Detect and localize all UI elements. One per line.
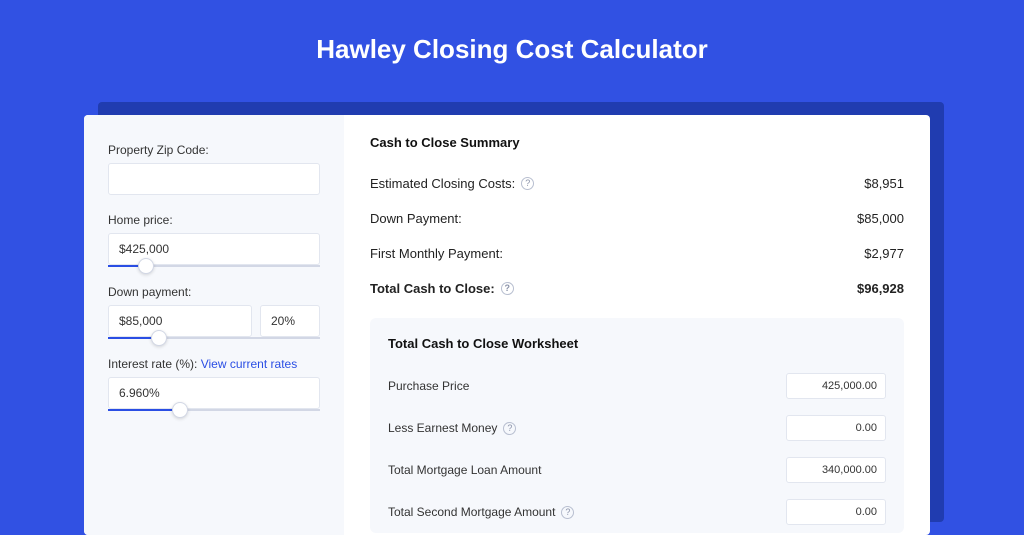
zip-label: Property Zip Code:: [108, 143, 320, 157]
help-icon[interactable]: ?: [501, 282, 514, 295]
worksheet-row-input[interactable]: [786, 457, 886, 483]
view-rates-link[interactable]: View current rates: [201, 357, 298, 371]
interest-rate-group: Interest rate (%): View current rates: [108, 357, 320, 411]
home-price-slider[interactable]: [108, 265, 320, 267]
down-payment-pct-input[interactable]: [260, 305, 320, 337]
zip-group: Property Zip Code:: [108, 143, 320, 195]
home-price-group: Home price:: [108, 213, 320, 267]
interest-rate-label: Interest rate (%): View current rates: [108, 357, 320, 371]
inputs-panel: Property Zip Code: Home price: Down paym…: [84, 115, 344, 535]
worksheet-title: Total Cash to Close Worksheet: [388, 336, 886, 351]
summary-total-value: $96,928: [857, 281, 904, 296]
worksheet-row: Total Mortgage Loan Amount: [388, 449, 886, 491]
zip-input[interactable]: [108, 163, 320, 195]
worksheet-row-input[interactable]: [786, 373, 886, 399]
calculator-card: Property Zip Code: Home price: Down paym…: [84, 115, 930, 535]
worksheet-row: Less Earnest Money?: [388, 407, 886, 449]
summary-row-value: $2,977: [864, 246, 904, 261]
summary-total-row: Total Cash to Close: ? $96,928: [370, 271, 904, 306]
help-icon[interactable]: ?: [561, 506, 574, 519]
interest-rate-input[interactable]: [108, 377, 320, 409]
interest-rate-slider[interactable]: [108, 409, 320, 411]
summary-row-label: First Monthly Payment:: [370, 246, 503, 261]
down-payment-group: Down payment:: [108, 285, 320, 339]
summary-title: Cash to Close Summary: [370, 135, 904, 150]
page-title: Hawley Closing Cost Calculator: [0, 0, 1024, 87]
worksheet-row: Purchase Price: [388, 365, 886, 407]
help-icon[interactable]: ?: [521, 177, 534, 190]
worksheet-row-input[interactable]: [786, 499, 886, 525]
results-panel: Cash to Close Summary Estimated Closing …: [344, 115, 930, 535]
slider-thumb[interactable]: [172, 402, 188, 418]
summary-row-label: Estimated Closing Costs:: [370, 176, 515, 191]
help-icon[interactable]: ?: [503, 422, 516, 435]
worksheet-row-input[interactable]: [786, 415, 886, 441]
summary-total-label: Total Cash to Close:: [370, 281, 495, 296]
summary-row: Estimated Closing Costs:? $8,951: [370, 166, 904, 201]
home-price-label: Home price:: [108, 213, 320, 227]
interest-rate-label-text: Interest rate (%):: [108, 357, 197, 371]
slider-thumb[interactable]: [138, 258, 154, 274]
summary-row: Down Payment: $85,000: [370, 201, 904, 236]
down-payment-slider[interactable]: [108, 337, 320, 339]
summary-row-value: $85,000: [857, 211, 904, 226]
summary-row: First Monthly Payment: $2,977: [370, 236, 904, 271]
summary-row-value: $8,951: [864, 176, 904, 191]
worksheet-row-label: Total Second Mortgage Amount: [388, 505, 555, 519]
worksheet-row-label: Total Mortgage Loan Amount: [388, 463, 541, 477]
worksheet-row-label: Purchase Price: [388, 379, 469, 393]
down-payment-label: Down payment:: [108, 285, 320, 299]
worksheet-card: Total Cash to Close Worksheet Purchase P…: [370, 318, 904, 533]
down-payment-input[interactable]: [108, 305, 252, 337]
summary-row-label: Down Payment:: [370, 211, 462, 226]
worksheet-row-label: Less Earnest Money: [388, 421, 497, 435]
worksheet-row: Total Second Mortgage Amount?: [388, 491, 886, 533]
slider-thumb[interactable]: [151, 330, 167, 346]
